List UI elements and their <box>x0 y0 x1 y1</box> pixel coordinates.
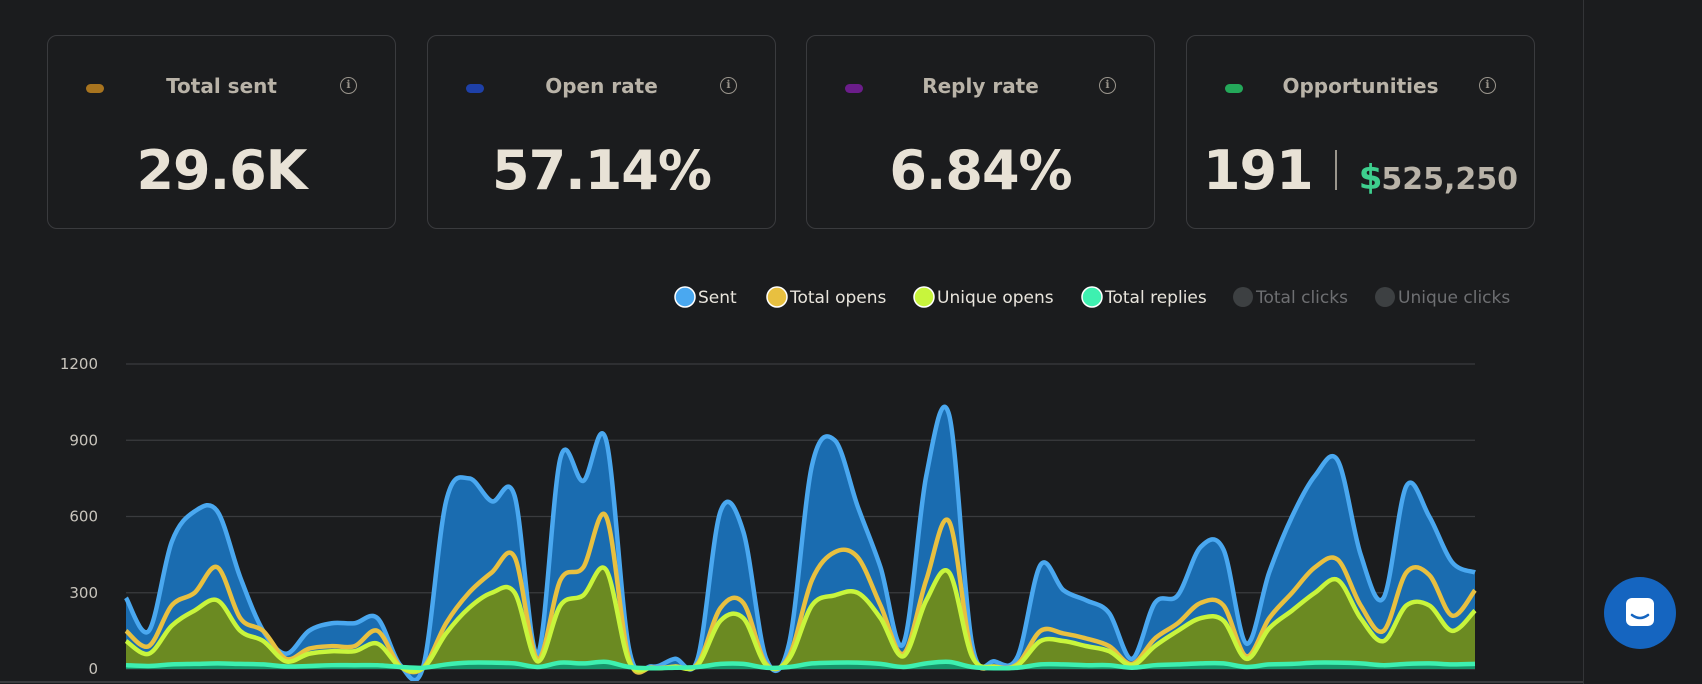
legend-marker[interactable] <box>1081 286 1103 308</box>
card-title: Reply rate <box>922 74 1039 98</box>
series-area <box>126 567 1475 672</box>
card-color-dot <box>466 84 484 93</box>
card-value: 57.14% <box>428 139 775 202</box>
card-value: 191 $525,250 <box>1187 139 1534 202</box>
card-title: Opportunities <box>1282 74 1439 98</box>
card-color-dot <box>1225 84 1243 93</box>
legend-marker[interactable] <box>913 286 935 308</box>
legend-marker[interactable] <box>1375 287 1395 307</box>
info-icon[interactable]: ℹ <box>1099 77 1116 94</box>
kpi-card: Reply rate ℹ 6.84% <box>806 35 1155 229</box>
info-icon[interactable]: ℹ <box>1479 77 1496 94</box>
info-icon[interactable]: ℹ <box>340 77 357 94</box>
chart: 0 300 600 900 1200 Sent Total opens Unique open… <box>0 286 1583 683</box>
card-value-text: 57.14% <box>492 139 712 202</box>
y-tick-label: 300 <box>69 584 98 602</box>
series-line <box>124 565 1477 674</box>
series-line <box>124 511 1477 675</box>
kpi-card: Total sent ℹ 29.6K <box>47 35 396 229</box>
y-tick-label: 900 <box>69 431 98 449</box>
card-value: 29.6K <box>48 139 395 202</box>
card-value: 6.84% <box>807 139 1154 202</box>
card-value-text: 191 <box>1202 139 1314 202</box>
legend-marker[interactable] <box>674 286 696 308</box>
legend-label[interactable]: Total replies <box>1104 288 1207 308</box>
info-icon[interactable]: ℹ <box>720 77 737 94</box>
sidebar-divider <box>1583 0 1584 684</box>
card-value-text: 6.84% <box>889 139 1072 202</box>
card-color-dot <box>845 84 863 93</box>
card-color-dot <box>86 84 104 93</box>
legend-label[interactable]: Sent <box>698 288 737 308</box>
card-title: Total sent <box>166 74 277 98</box>
y-tick-label: 0 <box>88 660 98 678</box>
legend-label[interactable]: Unique opens <box>937 288 1054 308</box>
series-line <box>124 404 1476 683</box>
kpi-card: Opportunities ℹ 191 $525,250 <box>1186 35 1535 229</box>
legend-marker[interactable] <box>766 286 788 308</box>
legend-label[interactable]: Total opens <box>789 288 887 308</box>
currency-symbol: $ <box>1358 158 1383 198</box>
series-line <box>125 659 1476 671</box>
kpi-card: Open rate ℹ 57.14% <box>427 35 776 229</box>
chat-icon <box>1626 598 1654 626</box>
opportunity-amount: 525,250 <box>1381 162 1519 197</box>
legend-label[interactable]: Unique clicks <box>1398 288 1510 308</box>
card-title: Open rate <box>545 74 658 98</box>
y-tick-label: 1200 <box>60 355 98 373</box>
y-tick-label: 600 <box>69 508 98 526</box>
value-separator <box>1334 150 1337 191</box>
legend-label[interactable]: Total clicks <box>1255 288 1348 308</box>
card-value-text: 29.6K <box>136 139 307 202</box>
legend-marker[interactable] <box>1233 287 1253 307</box>
chat-button[interactable] <box>1604 577 1676 649</box>
